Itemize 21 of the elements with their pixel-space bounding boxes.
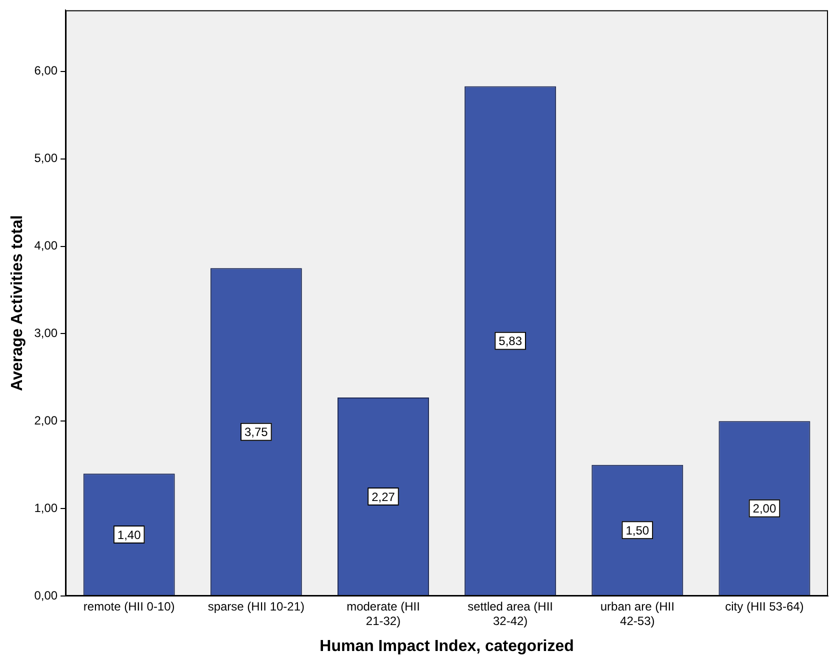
data-label: 1,40	[117, 528, 142, 542]
y-axis-title: Average Activities total	[9, 215, 26, 391]
data-label: 3,75	[244, 425, 268, 440]
data-label: 5,83	[498, 334, 522, 348]
data-label: 2,00	[752, 502, 776, 516]
y-tick-label: 3,00	[34, 326, 58, 340]
x-tick-label: settled area (HII 32-42)	[468, 600, 553, 628]
y-tick-label: 4,00	[34, 238, 58, 253]
y-tick-label: 6,00	[34, 64, 58, 78]
y-tick-label: 1,00	[34, 500, 58, 515]
x-tick-label: sparse (HII 10-21)	[208, 600, 305, 614]
x-axis-title: Human Impact Index, categorized	[320, 638, 574, 655]
x-tick-label: urban are (HII 42-53)	[600, 600, 674, 628]
data-label: 2,27	[372, 490, 396, 504]
x-tick-label: moderate (HII 21-32)	[346, 600, 420, 628]
x-tick-label: remote (HII 0-10)	[83, 600, 175, 614]
y-tick-label: 0,00	[34, 588, 58, 602]
y-tick-label: 5,00	[34, 151, 58, 166]
data-label: 1,50	[626, 523, 650, 538]
y-tick-label: 2,00	[34, 413, 58, 428]
x-tick-label: city (HII 53-64)	[725, 600, 804, 614]
